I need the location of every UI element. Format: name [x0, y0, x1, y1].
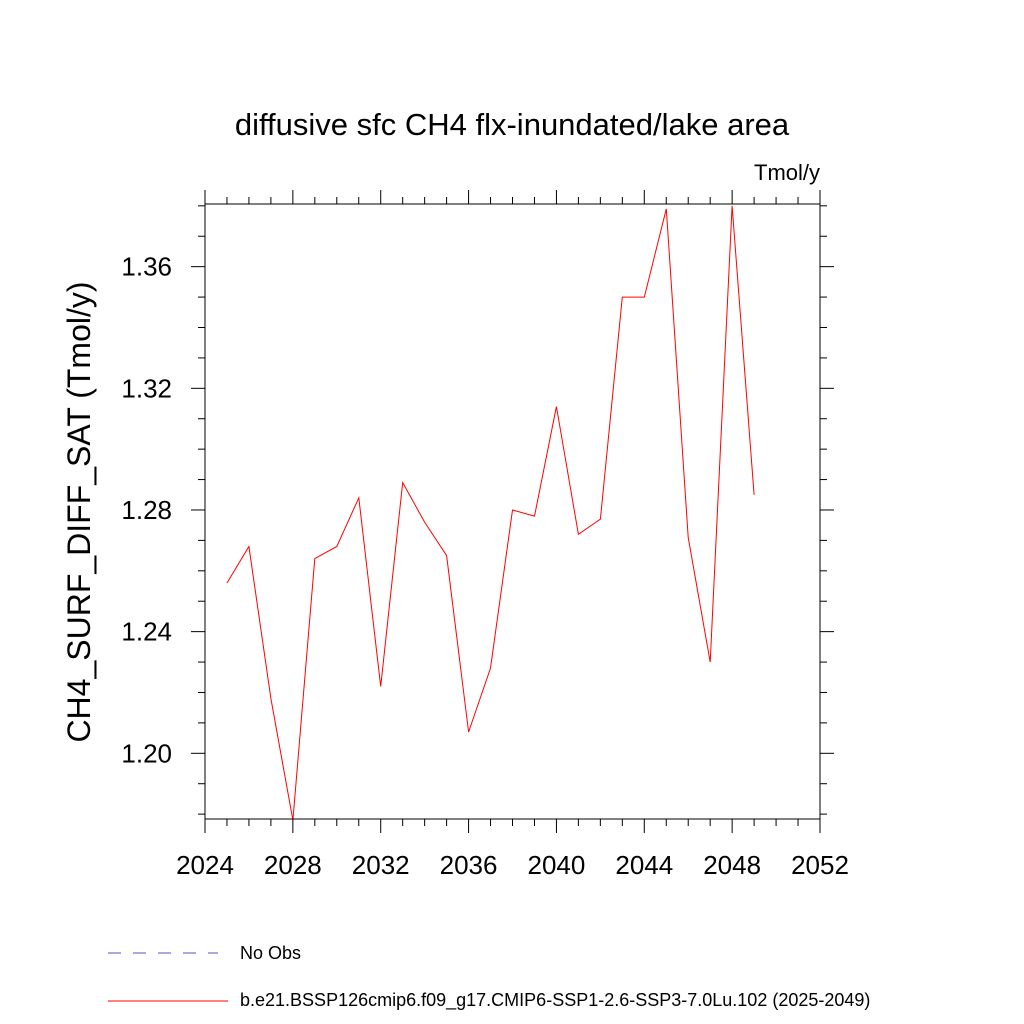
chart-title: diffusive sfc CH4 flx-inundated/lake are… — [235, 107, 790, 142]
x-tick-label: 2024 — [176, 850, 234, 880]
y-tick-label: 1.36 — [121, 252, 172, 282]
x-tick-label: 2048 — [703, 850, 761, 880]
legend-label-model: b.e21.BSSP126cmip6.f09_g17.CMIP6-SSP1-2.… — [240, 990, 870, 1011]
y-tick-label: 1.32 — [121, 373, 172, 403]
axis-ticks — [191, 190, 834, 833]
axis-tick-labels: 2024 2028 2032 2036 2040 2044 2048 2052 1.20 1.24… — [121, 252, 849, 880]
legend: No Obs b.e21.BSSP126cmip6.f09_g17.CMIP6-… — [108, 943, 870, 1011]
series-line — [226, 205, 755, 821]
y-tick-label: 1.28 — [121, 495, 172, 525]
x-tick-label: 2040 — [528, 850, 586, 880]
y-tick-label: 1.20 — [121, 738, 172, 768]
plot-frame — [204, 203, 821, 820]
x-tick-label: 2032 — [352, 850, 410, 880]
x-tick-label: 2044 — [615, 850, 673, 880]
series-layer — [226, 205, 755, 821]
legend-label-no-obs: No Obs — [240, 943, 301, 963]
x-tick-label: 2028 — [264, 850, 322, 880]
x-tick-label: 2036 — [440, 850, 498, 880]
y-axis-label: CH4_SURF_DIFF_SAT (Tmol/y) — [61, 281, 97, 742]
y-tick-label: 1.24 — [121, 617, 172, 647]
x-tick-label: 2052 — [791, 850, 849, 880]
units-label: Tmol/y — [754, 160, 820, 185]
